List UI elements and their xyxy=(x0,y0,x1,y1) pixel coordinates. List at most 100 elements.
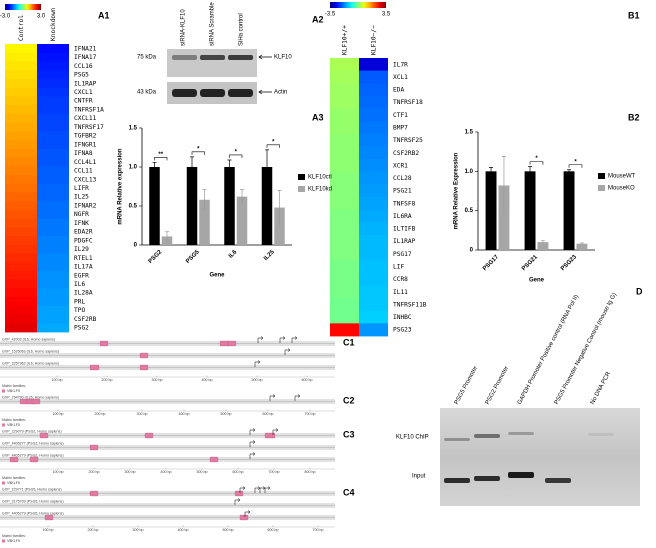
arrow xyxy=(258,89,272,95)
ruler-label: 100 bp xyxy=(53,470,64,474)
heat-cell xyxy=(330,159,359,173)
band xyxy=(172,89,197,97)
heat-cell xyxy=(5,314,37,324)
legend-swatch xyxy=(298,174,305,180)
error-bar xyxy=(489,167,494,176)
row-label: CCL16 xyxy=(74,63,93,70)
heat-cell xyxy=(37,314,69,324)
row-label: IL11 xyxy=(393,289,408,296)
binding-site xyxy=(89,490,99,497)
row-label: PSG17 xyxy=(393,251,412,258)
heat-cell xyxy=(5,262,37,272)
ruler-label: 500 bp xyxy=(197,470,208,474)
heat-cell xyxy=(37,201,69,211)
panel-label: B1 xyxy=(628,10,640,20)
protein-label: KLF10 xyxy=(274,55,292,61)
error-bar xyxy=(202,189,207,210)
heat-cell xyxy=(330,95,359,109)
panel-label: C2 xyxy=(343,395,355,405)
y-tick-label: 1.0 xyxy=(129,165,138,171)
heat-cell xyxy=(330,108,359,122)
heat-cell xyxy=(330,83,359,97)
significance-label: ** xyxy=(158,152,163,158)
y-axis-label: mRNA Relative expression xyxy=(118,148,124,224)
row-label: IL29 xyxy=(74,246,89,253)
row-label: IFNGR1 xyxy=(74,141,97,148)
heat-cell xyxy=(37,96,69,106)
significance-bracket xyxy=(191,151,205,155)
row-label: PDGFC xyxy=(74,237,93,244)
heat-cell xyxy=(359,285,388,299)
row-label: TNFRSF18 xyxy=(393,99,423,106)
heat-cell xyxy=(37,253,69,263)
binding-site xyxy=(139,364,149,371)
bar xyxy=(149,167,160,245)
colorbar-label: -3.5 xyxy=(325,12,336,18)
heat-cell xyxy=(359,272,388,286)
heat-cell xyxy=(359,234,388,248)
tss-arrow xyxy=(264,486,271,493)
binding-site xyxy=(31,398,41,405)
heat-cell xyxy=(330,323,359,337)
heat-cell xyxy=(5,131,37,141)
heat-cell xyxy=(330,197,359,211)
bar xyxy=(576,243,588,250)
row-label: PSG2 xyxy=(74,325,89,332)
bar xyxy=(498,185,510,250)
heat-cell xyxy=(37,209,69,219)
row-label: EDA xyxy=(393,87,404,94)
heat-cell xyxy=(330,121,359,135)
row-label: IL28A xyxy=(74,290,93,297)
significance-label: * xyxy=(235,150,238,156)
bar xyxy=(186,167,198,245)
binding-site xyxy=(234,490,244,497)
y-tick-label: 0.5 xyxy=(129,204,138,210)
error-bar xyxy=(240,189,244,204)
heat-cell xyxy=(5,227,37,237)
x-axis-label: Gene xyxy=(209,273,225,279)
gel xyxy=(440,408,640,506)
significance-label: * xyxy=(574,159,577,165)
heat-cell xyxy=(330,247,359,261)
colorbar-label: 3.0 xyxy=(37,14,46,20)
lane-label: PSG5 Promoter xyxy=(454,365,479,405)
band xyxy=(172,55,197,60)
tss-arrow xyxy=(279,336,286,343)
tss-arrow xyxy=(239,486,246,493)
blot-membrane xyxy=(167,49,257,77)
column-label: Knockdown xyxy=(50,7,57,41)
band xyxy=(474,434,500,438)
significance-bracket xyxy=(529,161,544,165)
binding-site xyxy=(29,456,39,463)
heat-cell xyxy=(37,131,69,141)
track-label: GXP_1526063 (IL6, Homo sapiens) xyxy=(2,349,59,353)
track-label: GXP_4405277 (PSG2, Homo sapiens) xyxy=(2,441,64,445)
heat-cell xyxy=(359,83,388,97)
row-label: IL1RAP xyxy=(393,238,416,245)
heat-cell xyxy=(5,297,37,307)
y-tick-label: 0.5 xyxy=(465,208,474,214)
heat-cell xyxy=(330,234,359,248)
binding-site xyxy=(44,514,54,521)
colorbar xyxy=(5,4,41,10)
row-label: EGFR xyxy=(74,272,89,279)
row-label: TNFRSF17 xyxy=(74,124,104,131)
heat-cell xyxy=(359,133,388,147)
band xyxy=(588,433,614,436)
y-tick-label: 1.0 xyxy=(465,169,474,175)
track-label: GXP_3175709 (PSG5, Homo sapiens) xyxy=(2,499,64,503)
heat-cell xyxy=(37,148,69,158)
heat-cell xyxy=(5,148,37,158)
row-label: PSG23 xyxy=(393,327,412,334)
heat-cell xyxy=(37,262,69,272)
heat-cell xyxy=(330,272,359,286)
panel-label: B2 xyxy=(628,112,640,122)
heat-cell xyxy=(330,58,359,72)
heat-cell xyxy=(37,61,69,71)
band xyxy=(508,432,534,435)
heat-cell xyxy=(5,201,37,211)
significance-label: * xyxy=(272,139,275,145)
band xyxy=(228,55,253,60)
heat-cell xyxy=(37,288,69,298)
band xyxy=(508,472,534,478)
